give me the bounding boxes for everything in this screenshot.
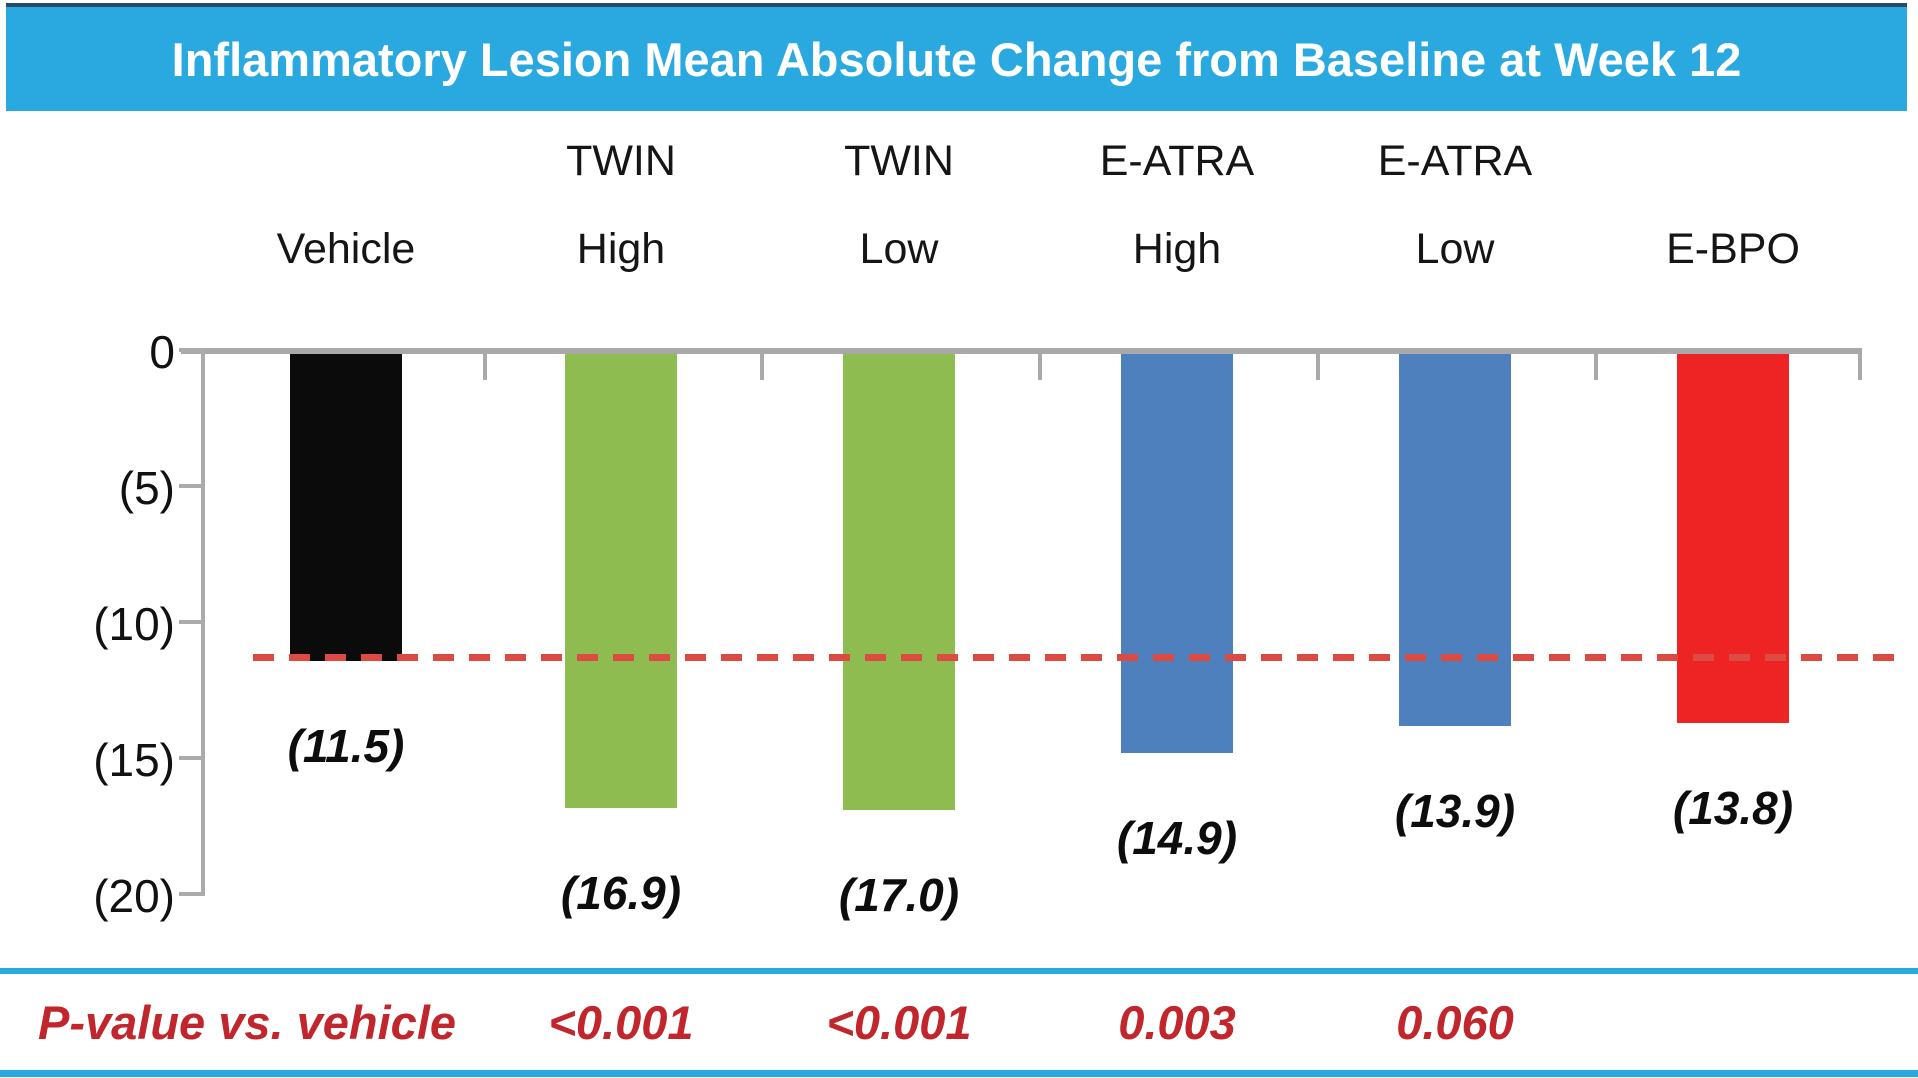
column-tick [1038,354,1042,380]
bar-value-label: (13.8) [1672,782,1794,835]
bar [843,354,955,811]
bar [1399,354,1511,727]
category-header: E-BPO [1573,118,1893,293]
bar [1121,354,1233,754]
bar [565,354,677,808]
bar-value-label: (13.9) [1394,785,1516,838]
y-axis-line [201,348,205,896]
column-tick [1594,354,1598,380]
category-header: E-ATRA High [1017,118,1337,293]
category-header-line: TWIN [566,137,676,185]
category-header: TWIN Low [739,118,1059,293]
y-tick-label: (10) [93,598,175,650]
category-header-line: High [1132,225,1222,273]
pvalue-cell: 0.003 [1118,995,1236,1049]
pvalue-cell: 0.060 [1396,995,1514,1049]
y-tick-label: 0 [149,326,175,378]
y-tick [179,484,203,488]
bar [1677,354,1789,724]
column-tick [760,354,764,380]
category-header-line: TWIN [844,137,954,185]
bar-value-label: (14.9) [1116,812,1238,865]
pvalue-band-top-rule [0,968,1918,974]
pvalue-row-label: P-value vs. vehicle [38,995,457,1049]
y-tick-label: (20) [93,870,175,922]
reference-dashed-line [253,654,1898,661]
category-header-line: Low [859,225,939,273]
category-header-line: E-BPO [1666,225,1800,273]
category-header: TWIN High [461,118,781,293]
column-tick [483,354,487,380]
y-tick [179,620,203,624]
x-axis-line [181,348,1862,354]
category-header: Vehicle [186,118,506,293]
category-header-line: E-ATRA [1099,137,1255,185]
y-tick-label: (5) [118,462,175,514]
chart-title-bar: Inflammatory Lesion Mean Absolute Change… [6,3,1907,111]
chart-title: Inflammatory Lesion Mean Absolute Change… [171,32,1742,86]
y-tick-label: (15) [93,734,175,786]
column-tick [1316,354,1320,380]
pvalue-band-bottom-rule [0,1070,1918,1077]
pvalue-cell: <0.001 [548,995,694,1049]
bar [290,354,402,661]
category-header-line: Vehicle [276,225,416,273]
bar-value-label: (17.0) [838,869,960,922]
y-tick [179,348,203,352]
category-header-line: E-ATRA [1377,137,1533,185]
category-header-line: Low [1415,225,1495,273]
category-header-line: High [576,225,666,273]
category-header: E-ATRA Low [1295,118,1615,293]
bar-value-label: (16.9) [560,866,682,919]
y-tick [179,756,203,760]
column-tick [1858,354,1862,380]
bar-value-label: (11.5) [287,719,405,772]
y-tick [179,892,203,896]
pvalue-cell: <0.001 [826,995,972,1049]
